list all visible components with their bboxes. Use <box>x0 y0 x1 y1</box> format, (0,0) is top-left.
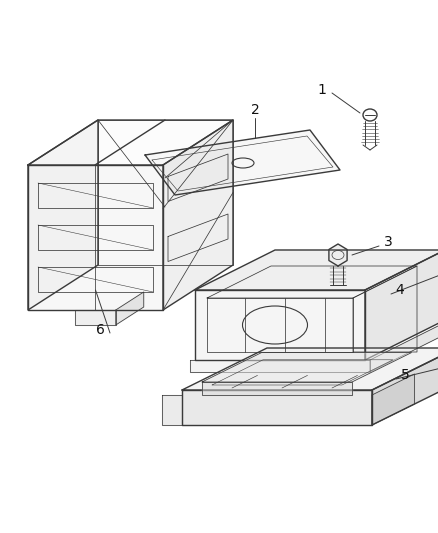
Text: 6: 6 <box>95 323 104 337</box>
Polygon shape <box>28 165 163 310</box>
Polygon shape <box>202 382 352 395</box>
Polygon shape <box>372 374 414 425</box>
Polygon shape <box>202 353 411 382</box>
Polygon shape <box>365 250 438 360</box>
Polygon shape <box>182 390 372 425</box>
Polygon shape <box>195 290 365 360</box>
Polygon shape <box>162 395 182 425</box>
Polygon shape <box>195 250 438 290</box>
Polygon shape <box>116 292 144 325</box>
Polygon shape <box>329 244 347 266</box>
Polygon shape <box>190 360 370 372</box>
Polygon shape <box>75 310 116 325</box>
Text: 4: 4 <box>396 283 404 297</box>
Text: 3: 3 <box>384 235 392 249</box>
Polygon shape <box>163 120 233 310</box>
Polygon shape <box>28 120 233 165</box>
Polygon shape <box>372 348 438 425</box>
Polygon shape <box>370 320 438 372</box>
Text: 1: 1 <box>318 83 326 97</box>
Polygon shape <box>28 120 98 310</box>
Polygon shape <box>145 130 340 195</box>
Text: 5: 5 <box>401 368 410 382</box>
Polygon shape <box>182 348 438 390</box>
Text: 2: 2 <box>251 103 259 117</box>
